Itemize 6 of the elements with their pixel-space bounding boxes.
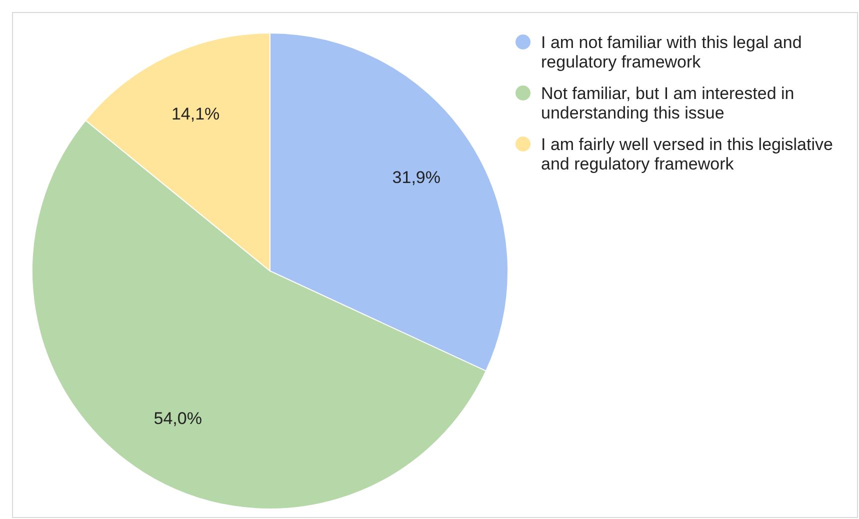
data-label: 14,1% xyxy=(171,104,220,124)
data-label: 31,9% xyxy=(392,168,440,187)
legend-label: I am not familiar with this legal and regulatory framework xyxy=(541,32,802,71)
data-label: 54,0% xyxy=(154,408,202,428)
legend-label: Not familiar, but I am interested in understanding this issue xyxy=(541,84,794,122)
legend-label: I am fairly well versed in this legislative and regulatory framework xyxy=(541,134,833,173)
